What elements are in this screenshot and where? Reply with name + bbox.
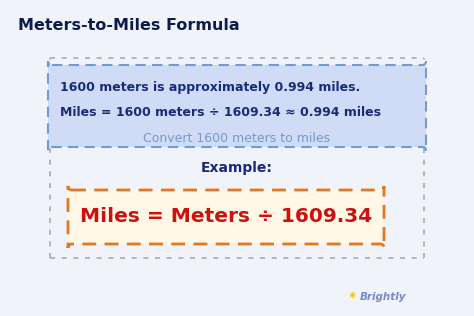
- FancyBboxPatch shape: [68, 186, 384, 248]
- Text: Miles = Meters ÷ 1609.34: Miles = Meters ÷ 1609.34: [80, 208, 372, 227]
- FancyBboxPatch shape: [48, 61, 426, 151]
- Text: Miles = 1600 meters ÷ 1609.34 ≈ 0.994 miles: Miles = 1600 meters ÷ 1609.34 ≈ 0.994 mi…: [60, 106, 381, 118]
- Text: Meters-to-Miles Formula: Meters-to-Miles Formula: [18, 18, 240, 33]
- Text: Brightly: Brightly: [359, 292, 406, 302]
- Text: Convert 1600 meters to miles: Convert 1600 meters to miles: [144, 131, 330, 144]
- Text: ✷: ✷: [348, 291, 357, 301]
- Text: Example:: Example:: [201, 161, 273, 175]
- Text: 1600 meters is approximately 0.994 miles.: 1600 meters is approximately 0.994 miles…: [60, 82, 360, 94]
